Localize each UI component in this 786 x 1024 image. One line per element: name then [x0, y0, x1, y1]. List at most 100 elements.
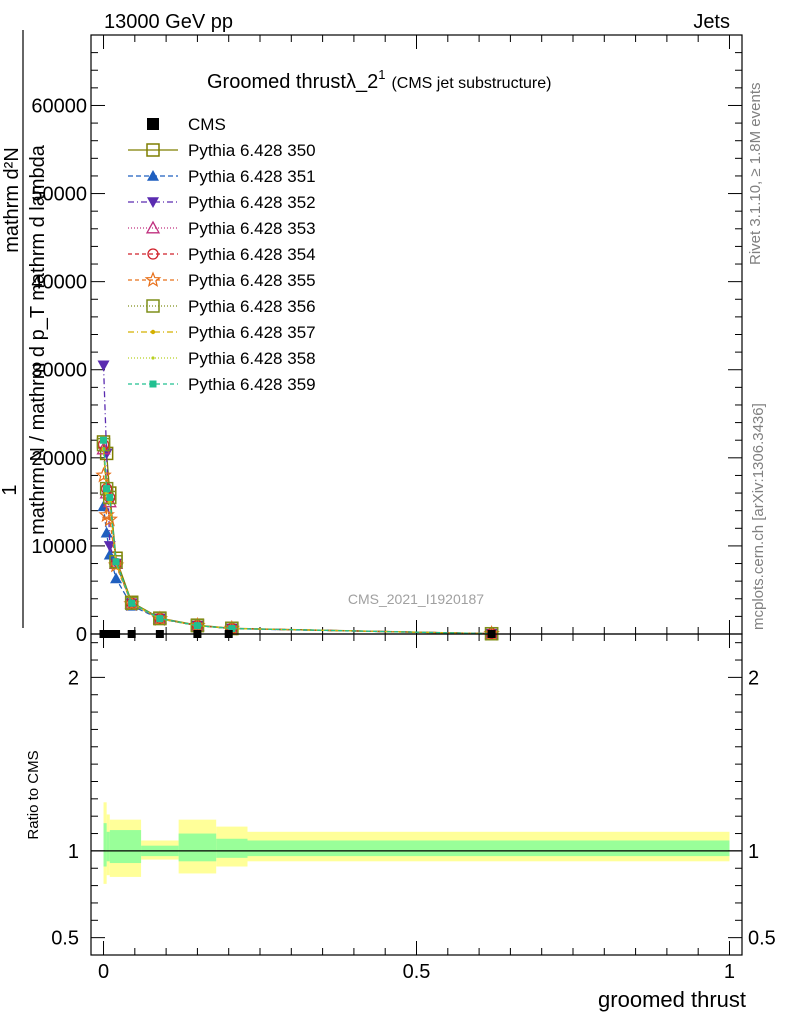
series-point	[103, 485, 111, 493]
rivet-version-label: Rivet 3.1.10, ≥ 1.8M events	[747, 83, 764, 266]
ratio-inner-band	[109, 830, 142, 864]
y-label-numerator: 1	[0, 484, 21, 495]
x-tick-label: 0	[98, 961, 109, 983]
series-line	[102, 475, 492, 635]
series-7	[96, 437, 499, 641]
x-axis-label: groomed thrust	[598, 987, 746, 1012]
y-tick-label: 50000	[31, 184, 87, 206]
main-y-axis: 0 10000 20000 30000 40000 50000 60000	[31, 34, 742, 646]
ratio-y-tick-label-right: 2	[748, 667, 759, 689]
series-point	[100, 436, 108, 444]
legend-marker	[147, 197, 159, 208]
legend-marker	[145, 220, 161, 234]
y-tick-label: 10000	[31, 536, 87, 558]
legend-label: Pythia 6.428 351	[188, 167, 316, 186]
series-point	[95, 466, 112, 483]
series-point	[110, 572, 123, 584]
legend-item: Pythia 6.428 359	[128, 375, 316, 394]
series-point	[109, 555, 123, 569]
ratio-x-axis: 0 0.5 1	[98, 634, 735, 983]
series-9	[101, 447, 494, 636]
legend-label: Pythia 6.428 353	[188, 219, 316, 238]
ratio-panel-frame	[90, 633, 743, 956]
ratio-y-tick-label-right: 1	[748, 841, 759, 863]
legend-marker	[146, 143, 160, 157]
legend-label: Pythia 6.428 357	[188, 323, 316, 342]
header-category-label: Jets	[693, 11, 730, 33]
mcplots-reference-label: mcplots.cern.ch [arXiv:1306.3436]	[750, 403, 767, 630]
legend-marker	[149, 380, 157, 388]
series-point	[124, 596, 139, 610]
ratio-y-axis-label: Ratio to CMS	[25, 750, 42, 839]
legend-label: Pythia 6.428 355	[188, 271, 316, 290]
main-y-axis-label: 1 mathrm d²N mathrm N / mathrm d p_T mat…	[0, 30, 49, 628]
legend-label: Pythia 6.428 354	[188, 245, 316, 264]
main-series-layer	[95, 360, 500, 641]
y-tick-label: 20000	[31, 448, 87, 470]
y-tick-label: 30000	[31, 360, 87, 382]
legend-item: Pythia 6.428 352	[128, 193, 316, 212]
x-tick-label: 0.5	[403, 961, 431, 983]
chart-title-main: Groomed thrustλ_2	[207, 71, 378, 93]
legend-label: Pythia 6.428 358	[188, 349, 316, 368]
series-point	[100, 526, 113, 538]
legend-item: Pythia 6.428 357	[128, 323, 316, 342]
header-energy-label: 13000 GeV pp	[104, 11, 233, 33]
y-label-line-2: mathrm d²N	[1, 147, 23, 253]
ratio-y-axis: 0.5 0.5 1 1 2 2	[51, 642, 776, 950]
legend-item: Pythia 6.428 350	[128, 141, 316, 160]
legend-marker-cms	[147, 118, 159, 130]
legend-label: Pythia 6.428 356	[188, 297, 316, 316]
legend-marker	[146, 299, 160, 313]
ratio-inner-band	[103, 823, 107, 867]
legend-item-cms: CMS	[147, 115, 226, 134]
ratio-inner-band	[178, 833, 217, 862]
legend-item: Pythia 6.428 351	[128, 167, 316, 186]
series-point	[123, 595, 140, 612]
ratio-inner-band	[216, 838, 248, 858]
ratio-inner-band	[247, 840, 730, 857]
series-point	[101, 510, 119, 527]
legend: CMS Pythia 6.428 350 Pythia 6.428 351 Pythi…	[128, 115, 316, 394]
legend-label: Pythia 6.428 359	[188, 375, 316, 394]
ratio-y-tick-label: 1	[68, 841, 79, 863]
series-point	[103, 541, 116, 552]
y-tick-label: 0	[76, 624, 87, 646]
series-point	[228, 625, 236, 633]
series-point	[97, 360, 110, 372]
series-point	[103, 548, 116, 560]
legend-marker	[147, 170, 159, 181]
ratio-y-tick-label-right: 0.5	[748, 928, 776, 950]
legend-marker	[151, 356, 155, 360]
legend-item: Pythia 6.428 353	[128, 219, 316, 238]
legend-label-cms: CMS	[188, 115, 226, 134]
legend-marker	[144, 271, 162, 288]
series-5	[97, 438, 498, 640]
legend-item: Pythia 6.428 355	[128, 271, 316, 290]
x-tick-label: 1	[724, 961, 735, 983]
series-point	[156, 615, 164, 623]
legend-item: Pythia 6.428 356	[128, 297, 316, 316]
ratio-y-tick-label: 0.5	[51, 928, 79, 950]
series-point	[106, 493, 114, 501]
legend-item: Pythia 6.428 354	[128, 245, 316, 264]
series-8	[101, 446, 494, 636]
y-tick-label: 60000	[31, 95, 87, 117]
series-4	[96, 441, 499, 640]
y-tick-label: 40000	[31, 272, 87, 294]
series-1	[96, 435, 499, 641]
series-point	[112, 558, 120, 566]
series-point	[128, 599, 136, 607]
ratio-y-tick-label: 2	[68, 667, 79, 689]
ratio-inner-band	[106, 831, 110, 862]
series-point	[153, 611, 167, 626]
legend-marker	[150, 329, 156, 335]
chart-subtitle: (CMS jet substructure)	[391, 75, 551, 92]
legend-label: Pythia 6.428 350	[188, 141, 316, 160]
chart-title-superscript: 1	[378, 67, 385, 82]
legend-marker	[147, 248, 159, 260]
legend-item: Pythia 6.428 358	[128, 349, 316, 368]
series-10	[100, 436, 496, 638]
legend-label: Pythia 6.428 352	[188, 193, 316, 212]
